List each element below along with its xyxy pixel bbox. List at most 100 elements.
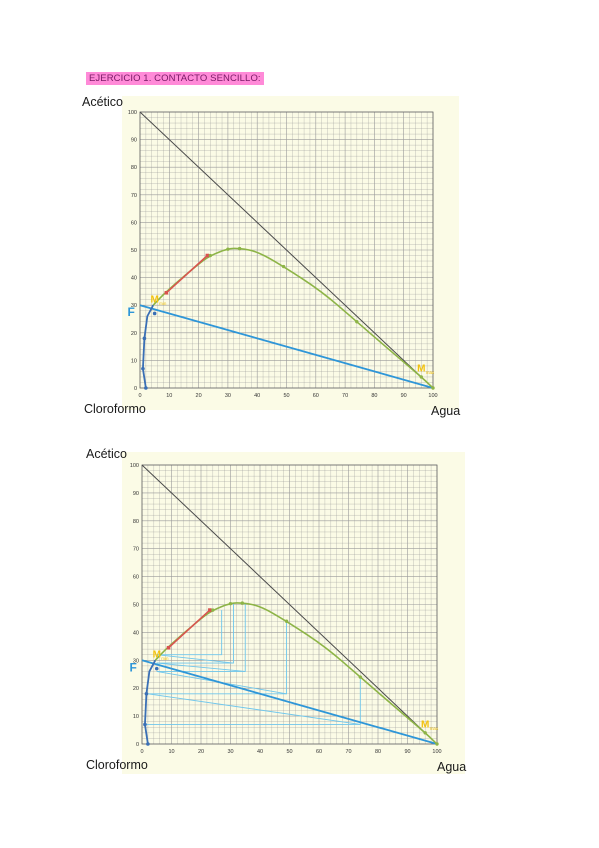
chart-2-y-tick-label: 0 (136, 742, 139, 748)
vertex-label-bottom-left: Cloroformo (86, 758, 148, 772)
chart-2-extract-point (211, 608, 215, 612)
chart-panel-2 (122, 452, 465, 774)
chart-2-y-tick-label: 60 (133, 575, 139, 581)
chart-1-extract-point (355, 320, 359, 324)
chart-1-y-tick-label: 40 (131, 276, 137, 282)
chart-1-x-tick-label: 20 (196, 393, 202, 399)
chart-2-y-tick-label: 70 (133, 547, 139, 553)
chart-2-mixture-label-max: M (421, 719, 429, 730)
chart-2-construction-line (156, 654, 234, 664)
chart-1-extract-point (237, 246, 242, 251)
chart-1-raffinate-point (144, 386, 148, 390)
chart-1-y-tick-label: 80 (131, 165, 137, 171)
chart-1-raffinate-point (141, 366, 145, 371)
chart-2-binodal-extract-curve (154, 602, 438, 745)
chart-1-y-tick-label: 90 (131, 138, 137, 144)
chart-1-x-tick-label: 90 (401, 393, 407, 399)
chart-2-x-tick-label: 90 (404, 749, 410, 755)
chart-2-feed-label: F (129, 660, 136, 674)
chart-2-raffinate-point (144, 691, 149, 696)
chart-1-y-tick-label: 30 (131, 303, 137, 309)
chart-1-x-tick-label: 30 (225, 393, 231, 399)
chart-2-mixture-label-min: M (153, 650, 161, 661)
chart-2-mixture-label-min-subscript: min (161, 656, 169, 661)
vertex-label-bottom-right: Agua (431, 404, 461, 418)
chart-1-mixture-label-max: M (417, 363, 425, 374)
chart-2-construction-line (156, 662, 246, 672)
chart-2-y-tick-label: 100 (130, 463, 139, 469)
chart-1-extract-point (226, 247, 230, 251)
chart-2-raffinate-point (154, 666, 159, 671)
chart-1-y-tick-label: 100 (128, 110, 137, 116)
chart-2-feed-line (141, 659, 438, 745)
chart-2-x-tick-label: 10 (168, 749, 174, 755)
chart-2-construction-line (147, 693, 361, 725)
chart-2-extract-point (358, 675, 362, 679)
page-title: EJERCICIO 1. CONTACTO SENCILLO: (86, 72, 264, 85)
chart-2-y-tick-label: 80 (133, 519, 139, 525)
chart-1-mixture-label-min: M (150, 294, 158, 305)
chart-2-y-tick-label: 40 (133, 630, 139, 636)
chart-1-plot-frame (139, 111, 434, 389)
chart-1-tie-line (165, 254, 208, 294)
chart-2-x-tick-label: 30 (227, 749, 233, 755)
chart-1-extract-point (281, 264, 286, 269)
chart-1-x-tick-label: 80 (371, 393, 377, 399)
chart-1-y-tick-label: 20 (131, 331, 137, 337)
chart-2-extract-point (228, 601, 233, 606)
vertex-label-top: Acético (82, 95, 123, 109)
chart-2-y-tick-label: 50 (133, 603, 139, 609)
chart-1-extract-point (208, 253, 213, 258)
chart-2-extract-point (435, 742, 439, 746)
chart-1-x-tick-label: 100 (428, 393, 437, 399)
chart-1-x-tick-label: 50 (283, 393, 289, 399)
chart-2-y-tick-label: 30 (133, 658, 139, 664)
chart-2-x-tick-label: 0 (140, 749, 143, 755)
chart-2-x-tick-label: 20 (198, 749, 204, 755)
chart-2-x-tick-label: 40 (257, 749, 263, 755)
chart-2-mixture-label-max-subscript: max (430, 726, 439, 731)
chart-2-y-tick-label: 10 (133, 714, 139, 720)
chart-2-plot-frame (141, 464, 438, 745)
chart-2-x-tick-label: 70 (345, 749, 351, 755)
chart-1-mixture-label-max-subscript: max (426, 370, 435, 375)
chart-2-raffinate-point (146, 742, 150, 746)
chart-1-extract-point (431, 386, 435, 390)
chart-1-raffinate-point (152, 311, 157, 316)
chart-2-tie-line-point (166, 645, 171, 650)
chart-2-x-tick-label: 80 (375, 749, 381, 755)
chart-2-raffinate-point (143, 722, 147, 727)
vertex-label-top: Acético (86, 447, 127, 461)
chart-1-y-tick-label: 50 (131, 248, 137, 254)
chart-1-x-tick-label: 40 (254, 393, 260, 399)
chart-1-x-tick-label: 10 (166, 393, 172, 399)
chart-1-tie-line-point (205, 253, 210, 258)
chart-1-x-tick-label: 70 (342, 393, 348, 399)
chart-1-y-tick-label: 10 (131, 358, 137, 364)
chart-2-tie-line (168, 609, 211, 649)
chart-1-tie-line-point (164, 290, 169, 295)
chart-2-construction-line (156, 610, 223, 656)
chart-1-feed-label: F (128, 305, 135, 319)
chart-1-extract-point (419, 375, 423, 379)
chart-2-y-tick-label: 90 (133, 491, 139, 497)
chart-1-y-tick-label: 0 (134, 386, 137, 392)
chart-2-x-tick-label: 60 (316, 749, 322, 755)
chart-1-x-tick-label: 60 (313, 393, 319, 399)
chart-1-mixture-label-min-subscript: min (159, 301, 167, 306)
chart-2-extract-point (284, 619, 289, 623)
chart-2-x-tick-label: 100 (432, 749, 441, 755)
chart-1-y-tick-label: 70 (131, 193, 137, 199)
chart-2-extract-point (423, 731, 427, 735)
chart-1-x-tick-label: 0 (138, 393, 141, 399)
chart-1-y-tick-label: 60 (131, 220, 137, 226)
chart-1-triangle-hypotenuse (139, 111, 434, 389)
chart-1-raffinate-point (142, 336, 147, 341)
chart-2-x-tick-label: 50 (286, 749, 292, 755)
chart-1-feed-line (139, 304, 434, 389)
vertex-label-bottom-left: Cloroformo (84, 402, 146, 416)
vertex-label-bottom-right: Agua (437, 760, 467, 774)
chart-2-y-tick-label: 20 (133, 686, 139, 692)
